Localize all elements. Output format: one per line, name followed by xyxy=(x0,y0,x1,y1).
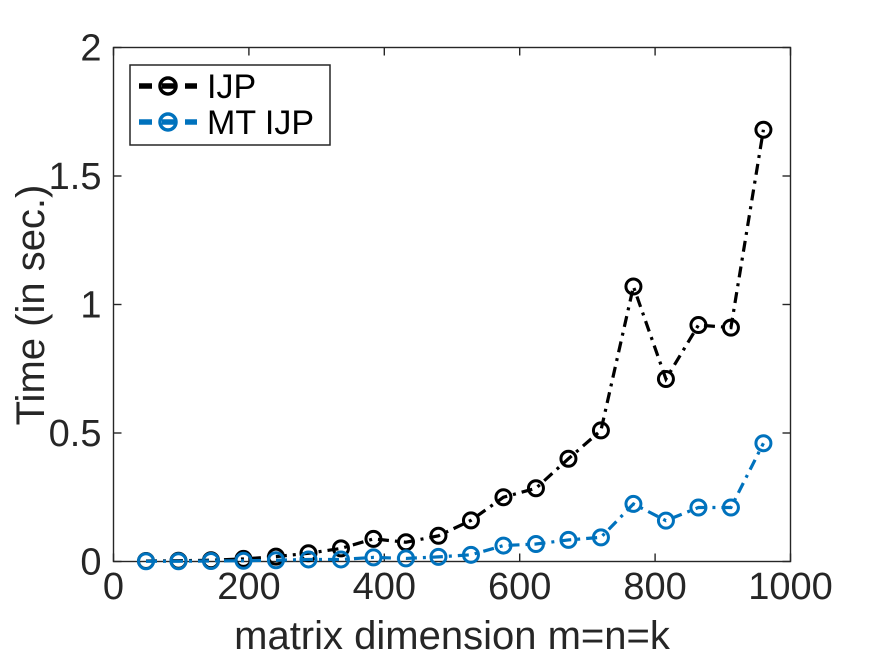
x-tick-label: 1000 xyxy=(748,566,833,608)
series-mt-ijp-marker xyxy=(591,528,610,547)
series-ijp-marker xyxy=(364,529,383,548)
series-mt-ijp-marker xyxy=(136,552,155,571)
series-mt-ijp-marker xyxy=(461,545,480,564)
series-mt-ijp-marker xyxy=(234,551,253,570)
series-ijp-marker xyxy=(494,488,513,507)
series-mt-ijp-marker xyxy=(656,511,675,530)
series-ijp-marker xyxy=(461,511,480,530)
legend-box xyxy=(129,64,331,146)
series-ijp-marker xyxy=(754,120,773,139)
series-ijp-marker xyxy=(559,449,578,468)
series-mt-ijp-marker xyxy=(559,530,578,549)
x-tick-label: 0 xyxy=(103,566,124,608)
series-mt-ijp-marker xyxy=(201,551,220,570)
series-ijp-marker xyxy=(689,316,708,335)
y-tick-label: 1 xyxy=(80,285,101,327)
legend-mt-ijp-label: MT IJP xyxy=(207,104,314,142)
series-mt-ijp-marker xyxy=(754,434,773,453)
x-tick-label: 400 xyxy=(353,566,416,608)
series-ijp-marker xyxy=(624,277,643,296)
x-tick-label: 600 xyxy=(488,566,551,608)
x-tick-label: 800 xyxy=(623,566,686,608)
series-mt-ijp-marker xyxy=(721,498,740,517)
series-mt-ijp-marker xyxy=(396,549,415,568)
series-mt-ijp-marker xyxy=(494,536,513,555)
series-mt-ijp-marker xyxy=(169,552,188,571)
series-ijp-marker xyxy=(526,479,545,498)
series-mt-ijp-marker xyxy=(331,550,350,569)
y-tick-label: 0.5 xyxy=(49,413,102,455)
series-mt-ijp-marker xyxy=(364,548,383,567)
series-ijp-marker xyxy=(656,370,675,389)
series-ijp-marker xyxy=(721,318,740,337)
series-mt-ijp-marker xyxy=(429,547,448,566)
y-axis-label: Time (in sec.) xyxy=(9,184,53,426)
y-tick-label: 0 xyxy=(80,542,101,584)
y-tick-label: 2 xyxy=(80,28,101,70)
legend-mt-ijp-sample-marker xyxy=(158,112,178,132)
y-tick-label: 1.5 xyxy=(49,156,102,198)
series-ijp-line xyxy=(145,129,765,563)
x-tick-label: 200 xyxy=(217,566,280,608)
legend-ijp-label: IJP xyxy=(207,68,256,106)
legend-ijp-sample-marker xyxy=(158,76,178,96)
series-mt-ijp-marker xyxy=(526,535,545,554)
series-ijp-marker xyxy=(331,539,350,558)
series-mt-ijp-marker xyxy=(299,550,318,569)
x-axis-label: matrix dimension m=n=k xyxy=(234,614,670,655)
series-ijp-marker xyxy=(429,526,448,545)
series-mt-ijp-marker xyxy=(689,498,708,517)
series-ijp-marker xyxy=(591,421,610,440)
series-mt-ijp-marker xyxy=(266,551,285,570)
series-mt-ijp-marker xyxy=(624,494,643,513)
